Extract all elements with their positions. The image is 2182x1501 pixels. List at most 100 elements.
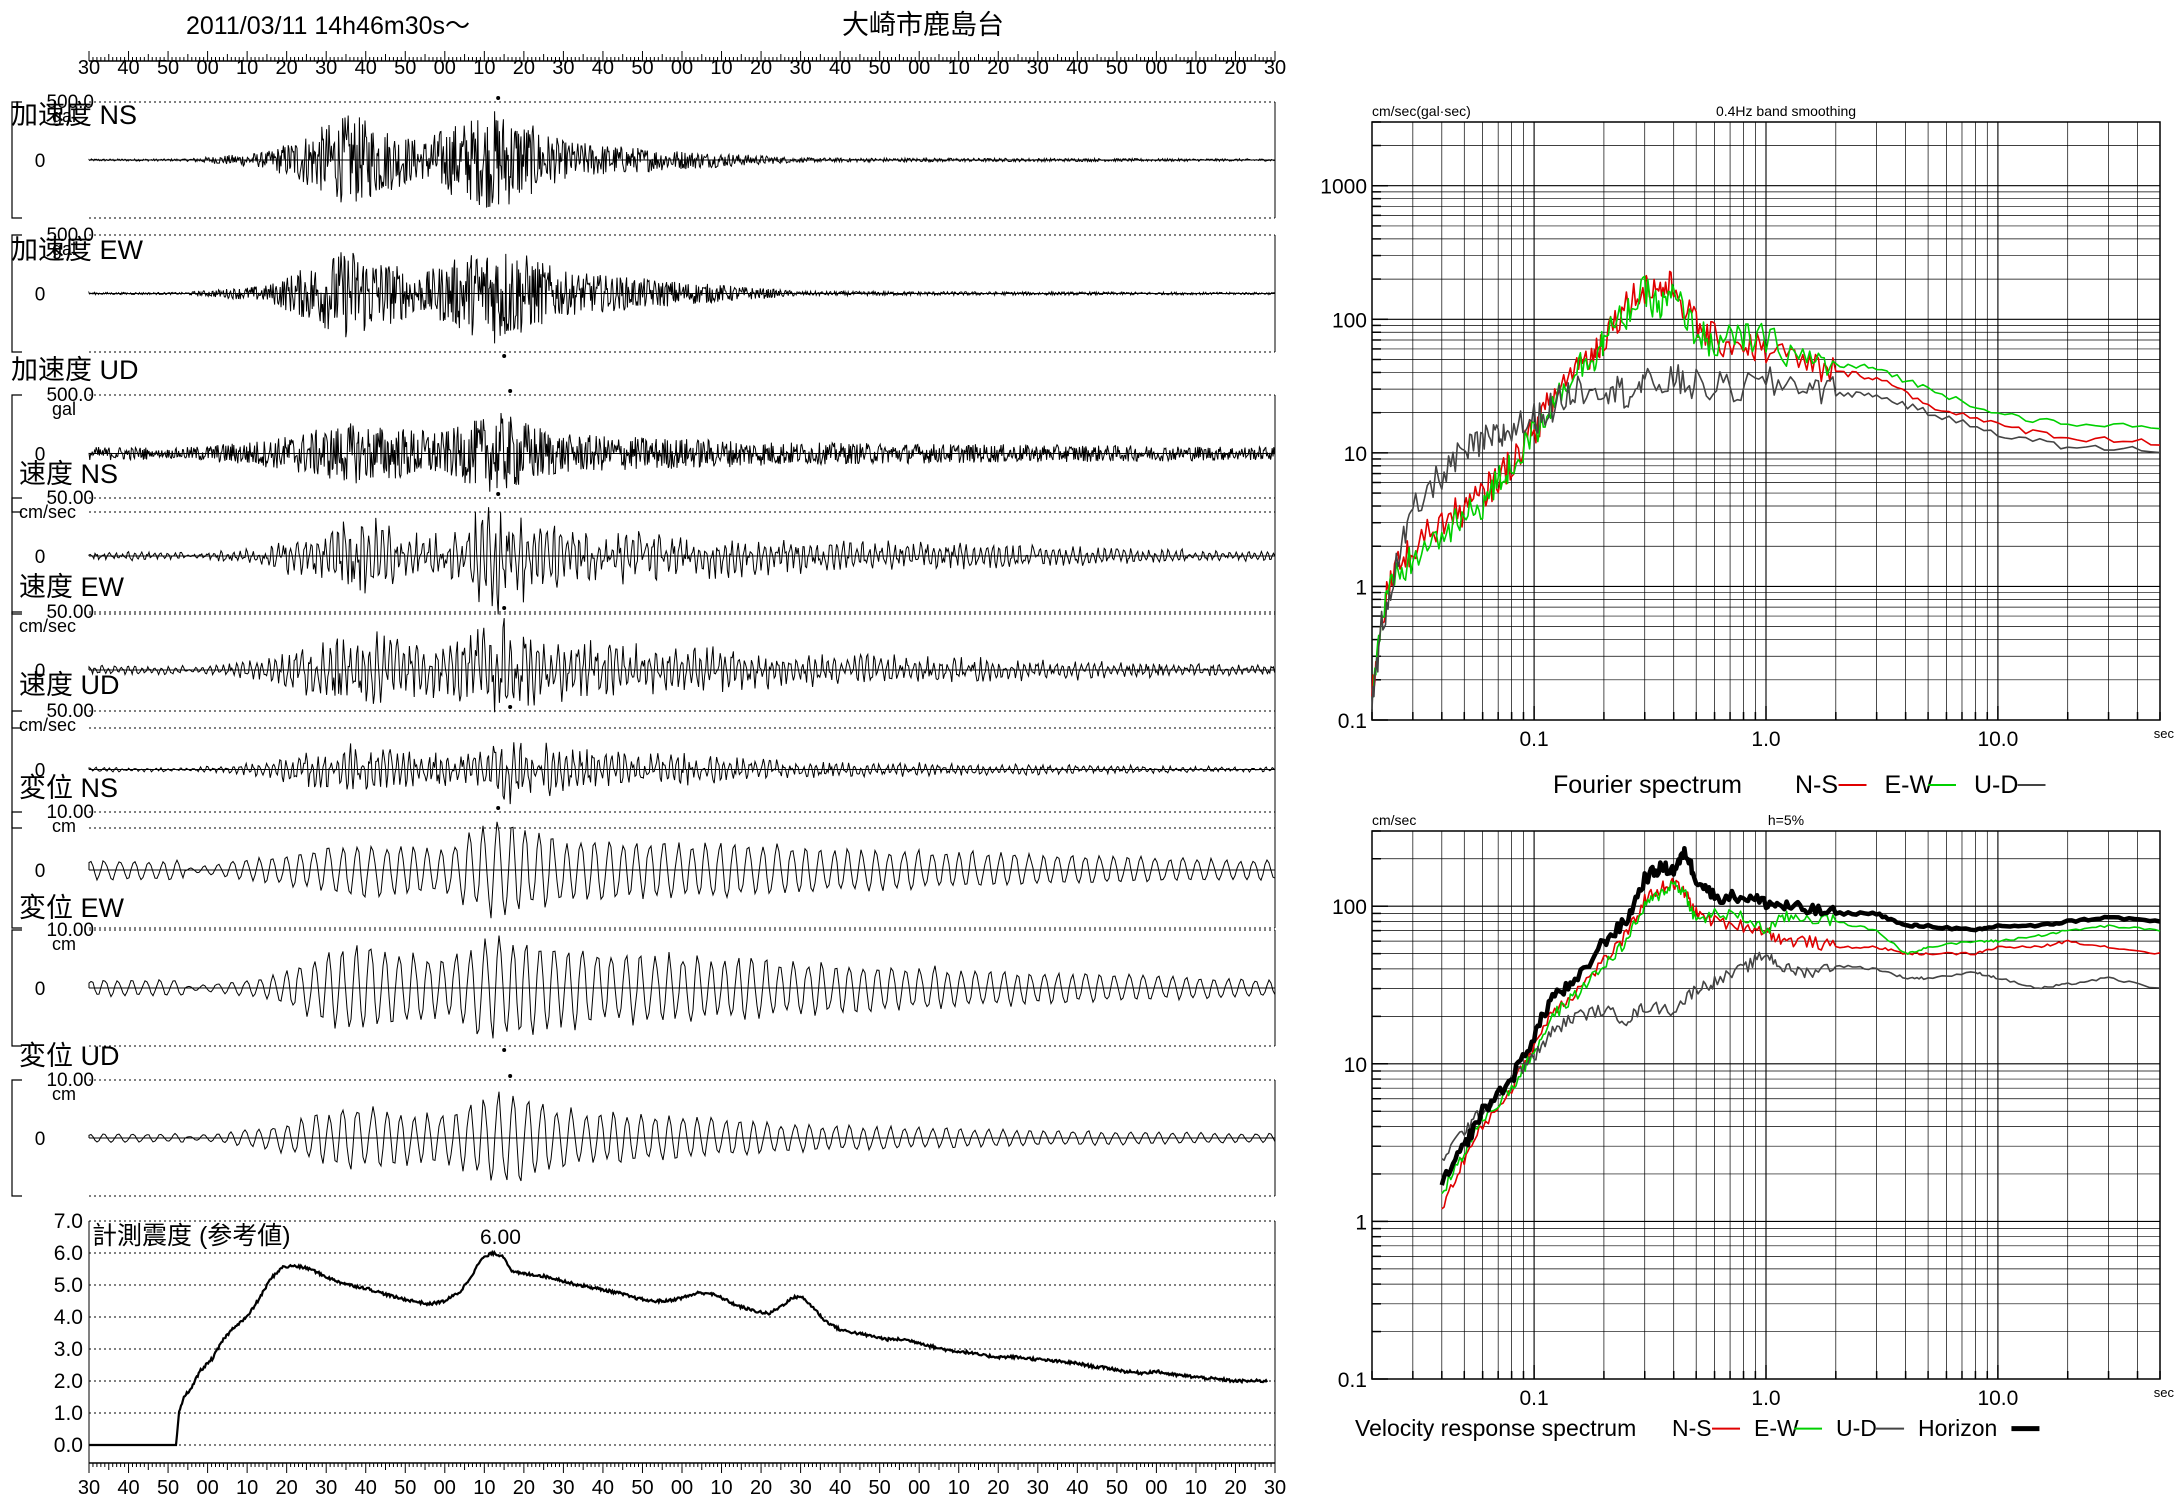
panel-unit-label: cm/sec (19, 616, 76, 636)
spectrum-x-tick-label: 0.1 (1519, 1387, 1548, 1410)
panel-zero-label: 0 (35, 1129, 46, 1150)
waveform-trace (88, 412, 1276, 492)
peak-marker (508, 705, 513, 709)
intensity-title: 計測震度 (参考値) (92, 1222, 291, 1250)
intensity-y-tick-label: 0.0 (54, 1434, 83, 1457)
bottom-time-tick-label: 50 (394, 1477, 416, 1499)
spectrum-subtitle: 0.4Hz band smoothing (1716, 103, 1856, 119)
intensity-y-tick-label: 1.0 (54, 1402, 83, 1425)
panel-label: 変位 UD (19, 1041, 120, 1071)
spectrum-series-ud (1441, 951, 2161, 1161)
spectrum-legend: Velocity response spectrum (1355, 1415, 1636, 1441)
panel-label: 変位 EW (19, 893, 125, 923)
spectrum-x-tick-label: 1.0 (1751, 1387, 1780, 1410)
panel-zero-label: 0 (35, 979, 46, 1000)
panel-scale-label: 50.00 (46, 488, 94, 509)
bottom-time-tick-label: 50 (157, 1477, 179, 1499)
time-axis-top: 30 40 50 00 10 20 30 40 50 00 10 20 30 40 50 00 10 20 30 40… (78, 51, 1286, 79)
bottom-time-tick-label: 00 (434, 1477, 456, 1499)
panel-bracket (11, 1079, 22, 1197)
velocity-response-chart: 0.1 1 10 100 0.1 1.0 10.0 sec cm/sec h=5% Velocity… (1332, 812, 2175, 1441)
peak-marker (496, 492, 501, 496)
spectrum-y-unit: cm/sec(gal·sec) (1372, 103, 1471, 119)
bottom-time-tick-label: 20 (750, 1477, 772, 1499)
top-time-tick-label: 40 (117, 57, 139, 79)
spectrum-y-tick-label: 0.1 (1338, 1369, 1367, 1392)
legend-label-3: Horizon (1918, 1415, 1997, 1441)
panel-unit-label: cm (52, 1084, 76, 1104)
record-datetime: 2011/03/11 14h46m30s～ (186, 12, 470, 40)
spectrum-x-unit: sec (2154, 726, 2175, 741)
panel-scale-label: 50.00 (46, 602, 94, 623)
waveform-trace (88, 507, 1276, 615)
legend-label-2: U-D (1836, 1415, 1877, 1441)
bottom-time-tick-label: 10 (948, 1477, 970, 1499)
waveform-trace (88, 742, 1275, 805)
spectrum-x-tick-label: 10.0 (1977, 1387, 2018, 1410)
waveform-trace (88, 821, 1276, 919)
spectrum-x-tick-label: 1.0 (1751, 728, 1780, 751)
panel-label: 加速度 NS (11, 100, 137, 130)
panel-unit-label: cm (52, 934, 76, 954)
peak-marker (502, 354, 507, 358)
panel-unit-label: gal (52, 239, 76, 259)
time-axis-bottom: 30 40 50 00 10 20 30 40 50 00 10 20 30 40 50 00 10 20 30 40… (78, 1462, 1286, 1499)
spectrum-x-tick-label: 0.1 (1519, 728, 1548, 751)
waveform-trace (88, 252, 1275, 344)
waveform-trace (88, 1091, 1276, 1182)
panel-bracket (11, 497, 22, 615)
bottom-time-tick-label: 40 (829, 1477, 851, 1499)
bottom-time-tick-label: 30 (552, 1477, 574, 1499)
panel-zero-label: 0 (35, 547, 46, 568)
panel-scale-label: 50.00 (46, 701, 94, 722)
top-time-tick-label: 20 (987, 57, 1009, 79)
top-time-tick-label: 30 (789, 57, 811, 79)
top-time-tick-label: 20 (750, 57, 772, 79)
panel-zero-label: 0 (35, 445, 46, 466)
panel-bracket (11, 234, 22, 353)
top-time-tick-label: 50 (394, 57, 416, 79)
panel-bracket (11, 811, 22, 929)
legend-label-1: E-W (1885, 771, 1934, 799)
top-time-tick-label: 30 (78, 57, 100, 79)
bottom-time-tick-label: 10 (1185, 1477, 1207, 1499)
top-time-tick-label: 40 (592, 57, 614, 79)
top-time-tick-label: 50 (1106, 57, 1128, 79)
spectrum-y-tick-label: 1 (1355, 576, 1367, 599)
top-time-tick-label: 10 (948, 57, 970, 79)
bottom-time-tick-label: 40 (117, 1477, 139, 1499)
intensity-chart: 0.0 1.0 2.0 3.0 4.0 5.0 6.0 7.0 計測震度 (参考値) 6.00 (54, 1210, 1276, 1463)
panel-unit-label: cm/sec (19, 715, 76, 735)
bottom-time-tick-label: 00 (196, 1477, 218, 1499)
waveform-trace (88, 111, 1275, 208)
spectrum-y-unit: cm/sec (1372, 812, 1416, 828)
top-time-tick-label: 10 (710, 57, 732, 79)
panel-bracket (11, 710, 22, 829)
panel-bracket (11, 611, 22, 729)
spectrum-y-tick-label: 1 (1355, 1211, 1367, 1234)
intensity-peak-label: 6.00 (480, 1226, 521, 1249)
bottom-time-tick-label: 40 (1066, 1477, 1088, 1499)
panel-unit-label: gal (52, 399, 76, 419)
bottom-time-tick-label: 20 (513, 1477, 535, 1499)
spectrum-series-horizon (1439, 845, 2161, 1186)
top-time-tick-label: 00 (671, 57, 693, 79)
bottom-time-tick-label: 20 (1224, 1477, 1246, 1499)
waveform-trace (88, 618, 1276, 713)
bottom-time-tick-label: 30 (789, 1477, 811, 1499)
top-time-tick-label: 00 (434, 57, 456, 79)
spectrum-series-ew (1441, 880, 2161, 1195)
panel-unit-label: cm (52, 816, 76, 836)
bottom-time-tick-label: 10 (236, 1477, 258, 1499)
peak-marker (508, 1074, 513, 1078)
panel-label: 速度 UD (19, 670, 120, 700)
peak-marker (502, 1048, 507, 1052)
panel-zero-label: 0 (35, 661, 46, 682)
